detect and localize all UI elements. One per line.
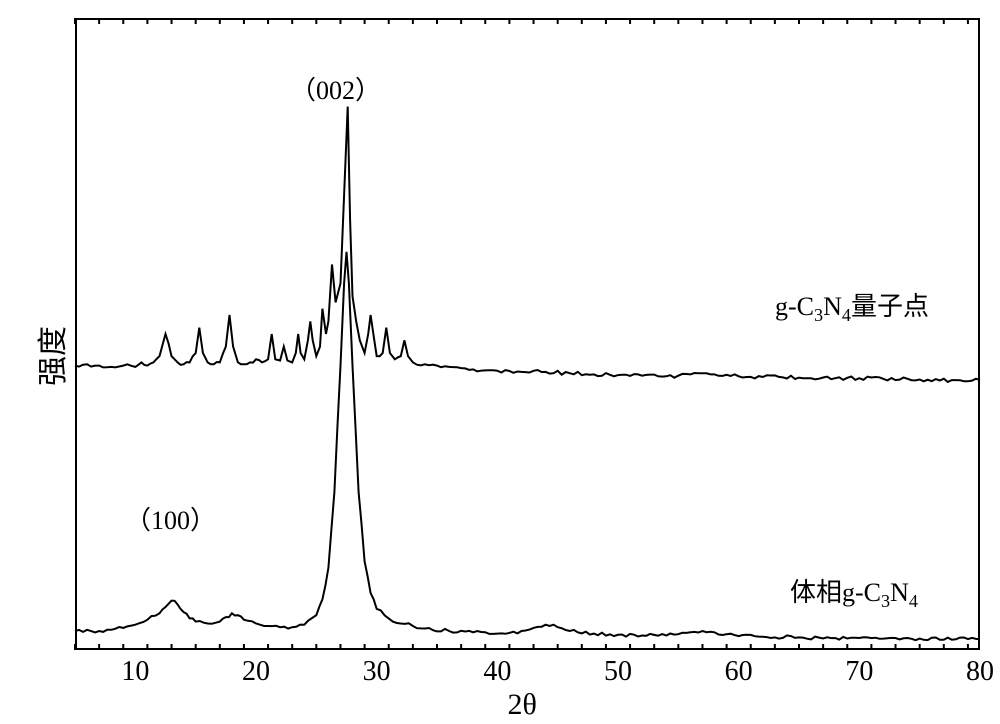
x-tick-label: 60 — [725, 656, 753, 688]
x-tick-label: 80 — [966, 656, 994, 688]
x-tick-label: 70 — [845, 656, 873, 688]
chart-svg — [0, 0, 1000, 724]
annotation-label-bottom: 体相g-C3N4 — [790, 572, 918, 612]
y-axis-label: 强度 — [28, 326, 72, 386]
x-axis-label: 2θ — [508, 688, 537, 722]
xrd-chart: 强度 2θ 10 20 30 40 50 60 70 80 （002） （100） g-C3N4量子… — [0, 0, 1000, 724]
annotation-peak-100: （100） — [125, 500, 216, 537]
x-tick-label: 40 — [483, 656, 511, 688]
x-tick-label: 10 — [121, 656, 149, 688]
x-tick-label: 20 — [242, 656, 270, 688]
series-top-qd — [75, 107, 980, 382]
x-tick-label: 50 — [604, 656, 632, 688]
annotation-label-top: g-C3N4量子点 — [775, 286, 929, 326]
annotation-peak-002: （002） — [290, 70, 381, 107]
x-tick-label: 30 — [363, 656, 391, 688]
